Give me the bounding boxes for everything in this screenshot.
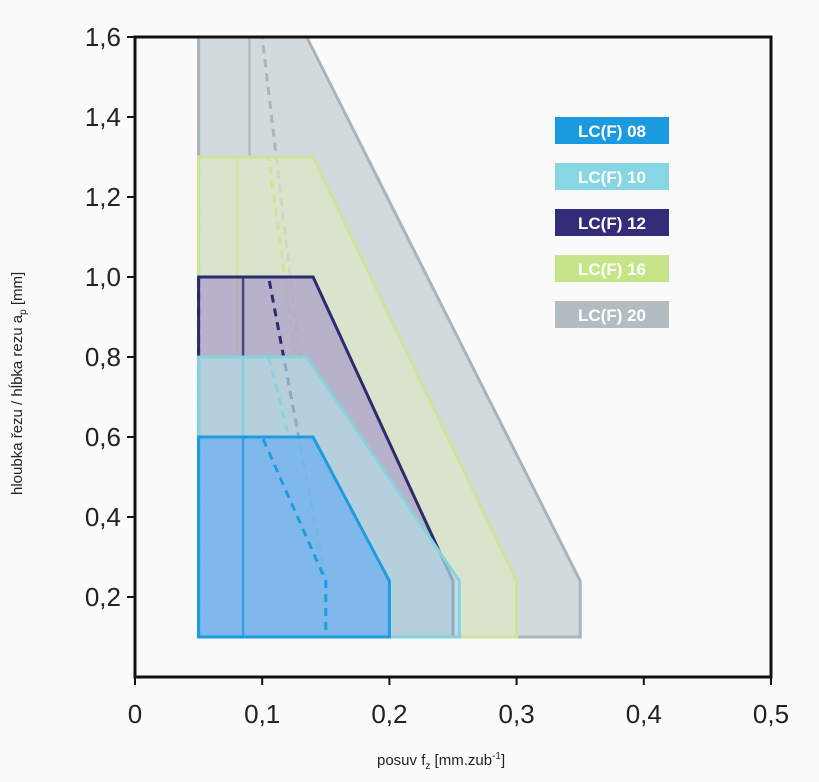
y-tick-label: 0,8 <box>85 342 121 372</box>
y-axis-label-unit: [mm] <box>9 272 26 305</box>
x-axis-label-end: ] <box>501 752 505 769</box>
legend-swatch-lc-f-20 <box>555 301 669 328</box>
y-axis-label: hloubka řezu / hĺbka rezu ap [mm] <box>8 272 29 495</box>
x-tick-label: 0,4 <box>626 699 662 729</box>
legend-label-lc-f-16: LC(F) 16 <box>578 260 646 279</box>
y-axis-label-sub: p <box>18 309 29 315</box>
legend-label-lc-f-20: LC(F) 20 <box>578 306 646 325</box>
x-tick-label: 0,2 <box>371 699 407 729</box>
y-tick-label: 1,4 <box>85 102 121 132</box>
y-axis-label-main: hloubka řezu / hĺbka rezu a <box>8 314 26 495</box>
x-axis-label: posuv fz [mm.zub-1] <box>377 751 505 772</box>
y-tick-label: 0,4 <box>85 502 121 532</box>
y-tick-label: 0,6 <box>85 422 121 452</box>
legend-swatch-lc-f-10 <box>555 163 669 190</box>
legend-swatch-lc-f-08 <box>555 117 669 144</box>
legend-label-lc-f-08: LC(F) 08 <box>578 122 646 141</box>
legend-label-lc-f-10: LC(F) 10 <box>578 168 646 187</box>
y-tick-label: 0,2 <box>85 582 121 612</box>
x-axis-label-sup: -1 <box>492 751 501 762</box>
chart-regions <box>197 35 582 639</box>
legend-label-lc-f-12: LC(F) 12 <box>578 214 646 233</box>
y-tick-label: 1,0 <box>85 262 121 292</box>
x-tick-label: 0,1 <box>244 699 280 729</box>
region-lc-f-08 <box>197 435 391 639</box>
legend: LC(F) 08 LC(F) 10 LC(F) 12 LC(F) 16 LC(F) 20 <box>555 117 669 328</box>
legend-swatch-lc-f-12 <box>555 209 669 236</box>
x-axis-label-unit: [mm.zub <box>435 752 493 769</box>
y-tick-label: 1,2 <box>85 182 121 212</box>
x-tick-label: 0,3 <box>499 699 535 729</box>
x-tick-label: 0 <box>128 699 142 729</box>
legend-swatch-lc-f-16 <box>555 255 669 282</box>
dashed-region-lc-f-08 <box>197 435 328 639</box>
x-axis-ticks: 0 0,1 0,2 0,3 0,4 0,5 <box>128 677 789 729</box>
x-axis-label-sub: z <box>425 761 430 772</box>
x-tick-label: 0,5 <box>753 699 789 729</box>
y-axis-ticks: 0,2 0,4 0,6 0,8 1,0 1,2 1,4 1,6 <box>85 22 135 612</box>
y-tick-label: 1,6 <box>85 22 121 52</box>
x-axis-label-main: posuv f <box>377 752 426 769</box>
